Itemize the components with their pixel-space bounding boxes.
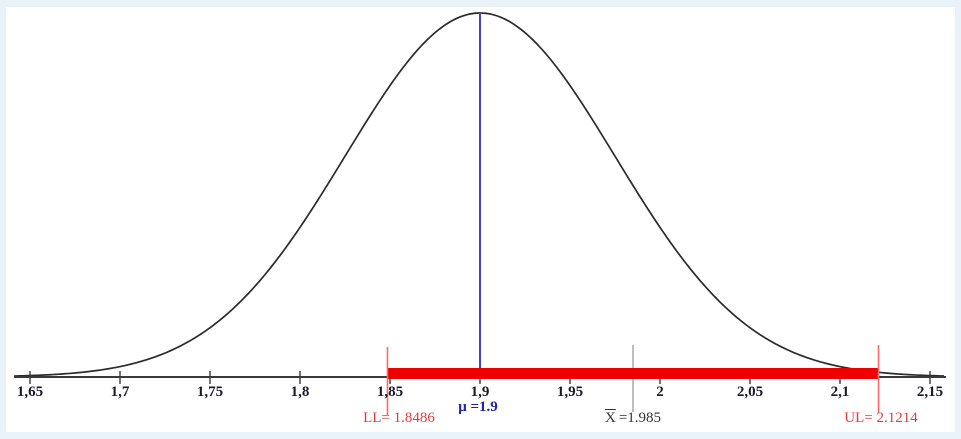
- x-tick-label: 2,15: [916, 384, 944, 400]
- x-tick-label: 1,8: [290, 384, 310, 400]
- x-tick-label: 1,75: [196, 384, 224, 400]
- upper-limit-label: UL= 2.1214: [844, 410, 918, 426]
- confidence-interval-band: [387, 368, 879, 379]
- xbar-value: =1.985: [618, 410, 662, 426]
- x-tick-label: 1,7: [110, 384, 130, 400]
- x-tick-label: 1,65: [16, 384, 44, 400]
- sample-mean-label: X =1.985: [605, 410, 661, 427]
- xbar-symbol: X: [604, 410, 616, 426]
- mean-label: μ =1.9: [458, 399, 498, 415]
- x-tick-label: 2: [656, 384, 664, 400]
- x-tick-label: 1,9: [470, 384, 490, 400]
- x-tick-label: 2,1: [830, 384, 850, 400]
- x-tick-label: 2,05: [736, 384, 764, 400]
- x-tick-label: 1,85: [376, 384, 404, 400]
- x-tick-label: 1,95: [556, 384, 584, 400]
- lower-limit-label: LL= 1.8486: [363, 410, 435, 426]
